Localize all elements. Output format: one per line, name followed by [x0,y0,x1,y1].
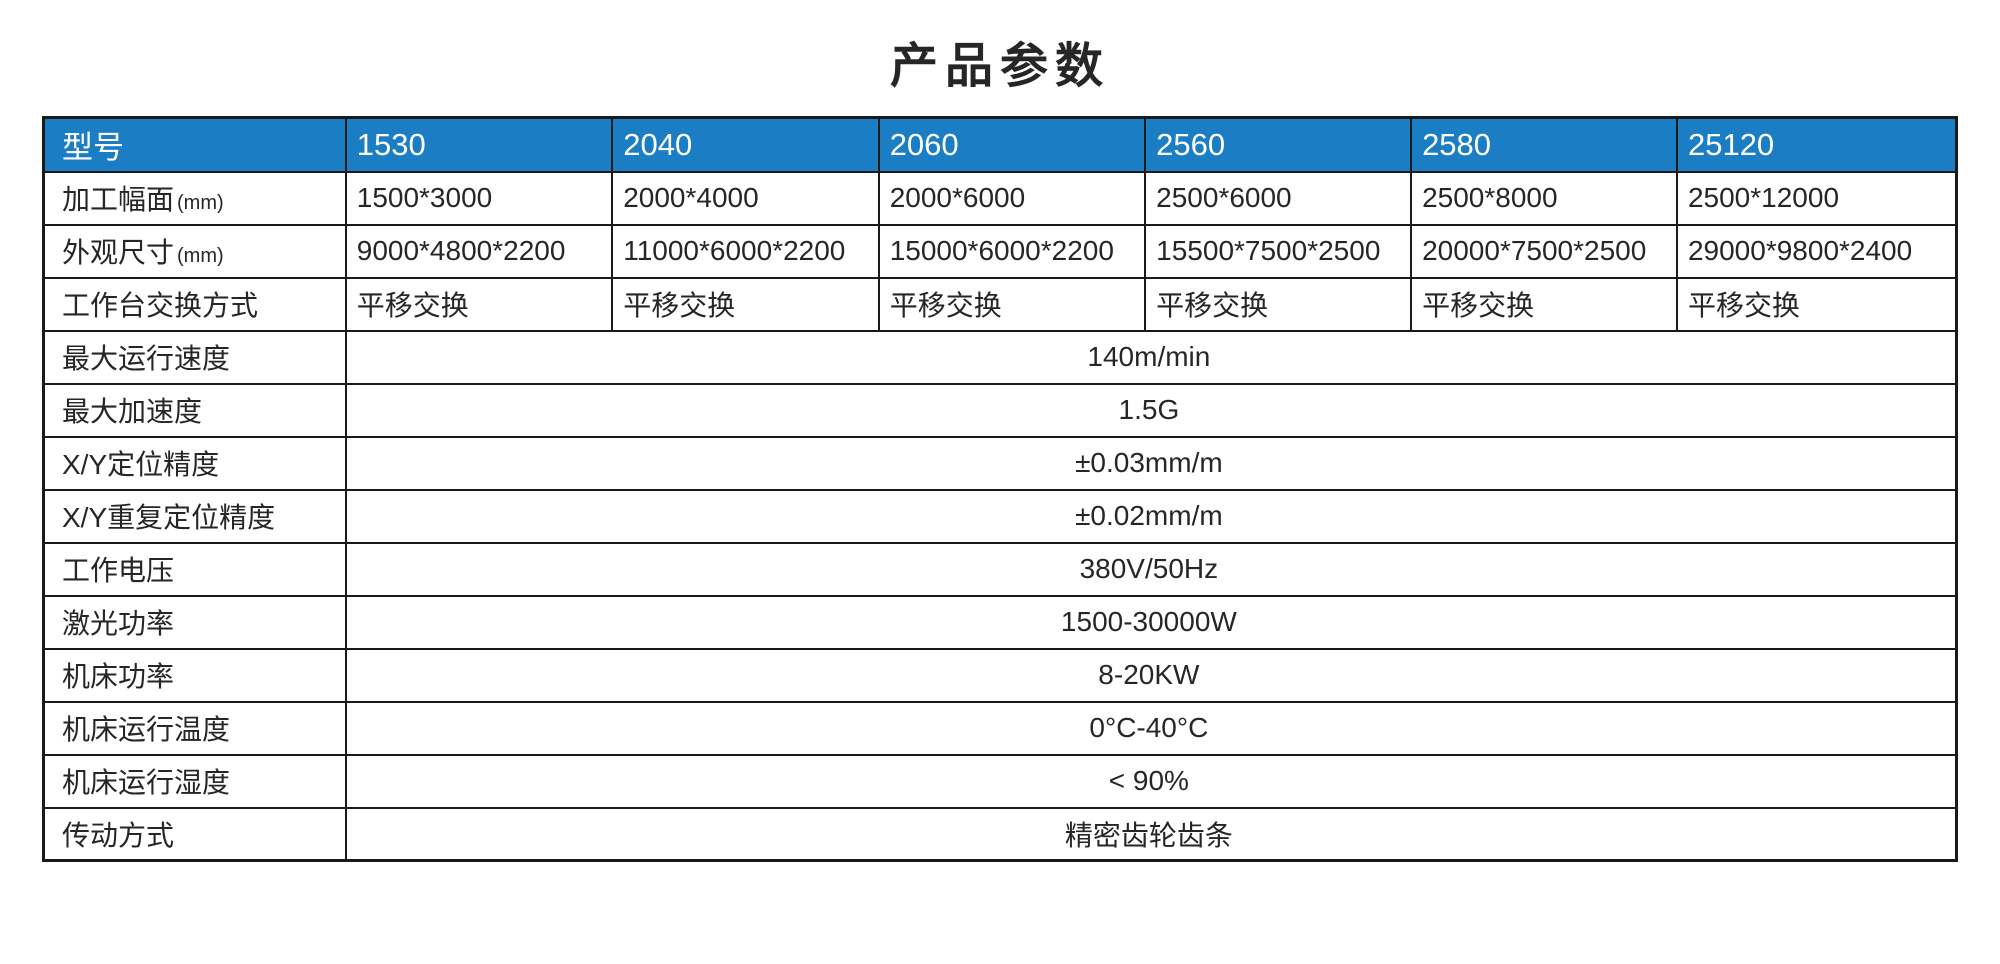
cell-exchange-2560: 平移交换 [1144,276,1413,332]
row-label-unit: (mm) [177,245,224,267]
row-max-acceleration: 最大加速度 1.5G [42,382,1958,438]
cell-dimensions-1530: 9000*4800*2200 [344,223,614,279]
cell-exchange-2060: 平移交换 [877,276,1147,332]
header-model-2060: 2060 [877,116,1147,173]
row-machine-power: 机床功率 8-20KW [42,647,1958,703]
header-model-1530: 1530 [344,116,614,173]
cell-operating-temperature: 0°C-40°C [344,700,1958,756]
row-label: 最大加速度 [42,382,347,438]
cell-exchange-2580: 平移交换 [1410,276,1678,332]
cell-machining-area-2040: 2000*4000 [611,170,880,226]
cell-repeat-accuracy: ±0.02mm/m [344,488,1958,544]
row-label-text: 外观尺寸 [62,237,175,268]
cell-dimensions-2060: 15000*6000*2200 [877,223,1147,279]
cell-machining-area-25120: 2500*12000 [1675,170,1958,226]
row-label: 工作台交换方式 [42,276,347,332]
row-overall-dimensions: 外观尺寸 (mm) 9000*4800*2200 11000*6000*2200 … [42,223,1958,279]
row-label: 传动方式 [42,806,347,862]
cell-dimensions-2560: 15500*7500*2500 [1144,223,1413,279]
cell-machining-area-2560: 2500*6000 [1144,170,1413,226]
row-label: 最大运行速度 [42,329,347,385]
row-table-exchange-mode: 工作台交换方式 平移交换 平移交换 平移交换 平移交换 平移交换 平移交换 [42,276,1958,332]
row-label: 工作电压 [42,541,347,597]
row-repeat-positioning-accuracy: X/Y重复定位精度 ±0.02mm/m [42,488,1958,544]
cell-exchange-1530: 平移交换 [344,276,614,332]
row-label-text: 加工幅面 [62,184,175,215]
row-label: 机床运行温度 [42,700,347,756]
row-operating-humidity: 机床运行湿度 < 90% [42,753,1958,809]
header-row: 型号 1530 2040 2060 2560 2580 25120 [42,116,1958,173]
row-label: 机床功率 [42,647,347,703]
header-model-25120: 25120 [1675,116,1958,173]
page-title: 产品参数 [889,40,1110,93]
cell-transmission-mode: 精密齿轮齿条 [344,806,1958,862]
header-model-2560: 2560 [1144,116,1413,173]
cell-exchange-2040: 平移交换 [611,276,880,332]
row-label: 外观尺寸 (mm) [42,223,347,279]
page: { "title": "产品参数", "colors": { "header_b… [0,26,2000,964]
row-working-voltage: 工作电压 380V/50Hz [42,541,1958,597]
cell-machine-power: 8-20KW [344,647,1958,703]
product-spec-table: 型号 1530 2040 2060 2560 2580 25120 加工幅面 (m… [42,116,1958,862]
cell-operating-humidity: < 90% [344,753,1958,809]
row-max-speed: 最大运行速度 140m/min [42,329,1958,385]
header-model-2580: 2580 [1410,116,1678,173]
row-label: X/Y重复定位精度 [42,488,347,544]
spec-table-container: 型号 1530 2040 2060 2560 2580 25120 加工幅面 (m… [42,116,1958,862]
row-laser-power: 激光功率 1500-30000W [42,594,1958,650]
header-model-label: 型号 [42,116,347,173]
cell-machining-area-2580: 2500*8000 [1410,170,1678,226]
row-label-unit: (mm) [177,192,224,214]
cell-dimensions-2040: 11000*6000*2200 [611,223,880,279]
row-label: X/Y定位精度 [42,435,347,491]
row-transmission-mode: 传动方式 精密齿轮齿条 [42,806,1958,862]
cell-exchange-25120: 平移交换 [1675,276,1958,332]
cell-max-acceleration: 1.5G [344,382,1958,438]
cell-dimensions-25120: 29000*9800*2400 [1675,223,1958,279]
cell-positioning-accuracy: ±0.03mm/m [344,435,1958,491]
row-label: 机床运行湿度 [42,753,347,809]
cell-machining-area-1530: 1500*3000 [344,170,614,226]
cell-working-voltage: 380V/50Hz [344,541,1958,597]
row-label: 加工幅面 (mm) [42,170,347,226]
cell-laser-power: 1500-30000W [344,594,1958,650]
row-operating-temperature: 机床运行温度 0°C-40°C [42,700,1958,756]
cell-max-speed: 140m/min [344,329,1958,385]
cell-machining-area-2060: 2000*6000 [877,170,1147,226]
header-model-2040: 2040 [611,116,880,173]
row-positioning-accuracy: X/Y定位精度 ±0.03mm/m [42,435,1958,491]
row-label: 激光功率 [42,594,347,650]
cell-dimensions-2580: 20000*7500*2500 [1410,223,1678,279]
row-machining-area: 加工幅面 (mm) 1500*3000 2000*4000 2000*6000 2… [42,170,1958,226]
